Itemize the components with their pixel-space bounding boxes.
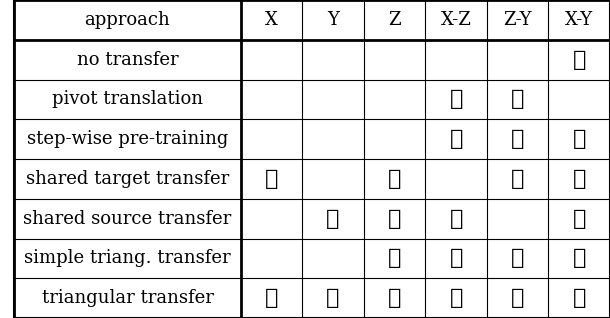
Text: pivot translation: pivot translation: [52, 90, 203, 108]
Text: X-Z: X-Z: [440, 11, 472, 29]
Text: no transfer: no transfer: [77, 51, 178, 69]
Text: Z: Z: [388, 11, 401, 29]
Text: ✓: ✓: [511, 128, 525, 150]
Text: ✓: ✓: [573, 247, 586, 269]
Text: ✓: ✓: [388, 287, 401, 309]
Text: ✓: ✓: [388, 168, 401, 190]
Text: shared source transfer: shared source transfer: [23, 210, 232, 228]
Text: X: X: [265, 11, 278, 29]
Text: ✓: ✓: [265, 168, 278, 190]
Text: ✓: ✓: [573, 287, 586, 309]
Text: ✓: ✓: [450, 208, 463, 230]
Text: ✓: ✓: [511, 287, 525, 309]
Text: ✓: ✓: [388, 208, 401, 230]
Text: step-wise pre-training: step-wise pre-training: [27, 130, 228, 148]
Text: simple triang. transfer: simple triang. transfer: [24, 249, 231, 267]
Text: ✓: ✓: [573, 208, 586, 230]
Text: ✓: ✓: [511, 88, 525, 110]
Text: Y: Y: [327, 11, 339, 29]
Text: ✓: ✓: [450, 88, 463, 110]
Text: ✓: ✓: [511, 168, 525, 190]
Text: ✓: ✓: [450, 247, 463, 269]
Text: ✓: ✓: [265, 287, 278, 309]
Text: ✓: ✓: [573, 168, 586, 190]
Text: X-Y: X-Y: [565, 11, 594, 29]
Text: ✓: ✓: [450, 128, 463, 150]
Text: shared target transfer: shared target transfer: [26, 170, 229, 188]
Text: approach: approach: [85, 11, 170, 29]
Text: ✓: ✓: [388, 247, 401, 269]
Text: Z-Y: Z-Y: [503, 11, 532, 29]
Text: ✓: ✓: [573, 128, 586, 150]
Text: ✓: ✓: [450, 287, 463, 309]
Text: ✓: ✓: [511, 247, 525, 269]
Text: ✓: ✓: [573, 49, 586, 71]
Text: ✓: ✓: [326, 208, 340, 230]
Text: ✓: ✓: [326, 287, 340, 309]
Text: triangular transfer: triangular transfer: [41, 289, 214, 307]
